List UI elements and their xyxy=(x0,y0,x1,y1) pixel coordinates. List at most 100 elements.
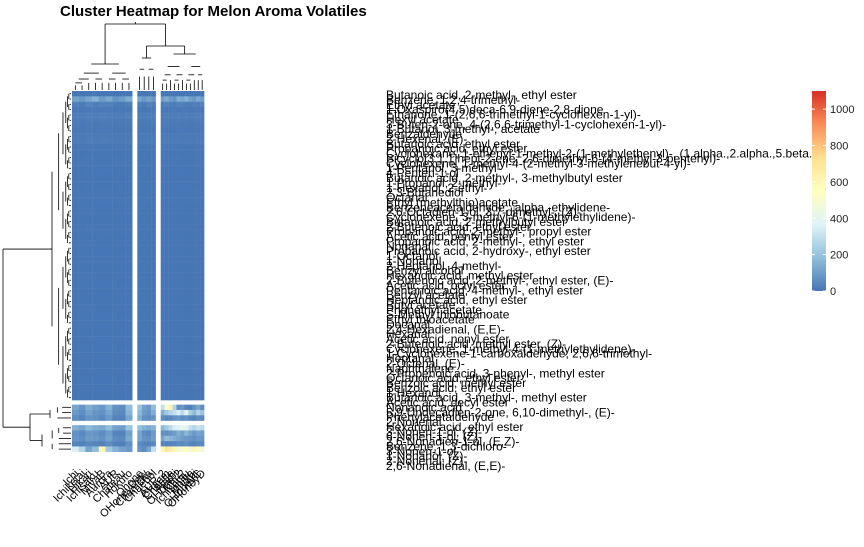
heatmap-cell xyxy=(200,341,205,348)
heatmap-cell xyxy=(196,304,201,310)
heatmap-cell xyxy=(180,250,185,257)
heatmap-cell xyxy=(105,160,113,166)
heatmap-cell xyxy=(85,320,93,326)
heatmap-cell xyxy=(112,218,120,225)
heatmap-cell xyxy=(172,250,177,257)
heatmap-cell xyxy=(168,384,173,390)
heatmap-cell xyxy=(112,197,120,204)
heatmap-cell xyxy=(125,282,133,289)
heatmap-cell xyxy=(172,138,177,145)
row-label: Propanoic acid, 2-hydroxy-, ethyl ester xyxy=(386,244,591,258)
row-dendrogram xyxy=(2,93,71,450)
heatmap-cell xyxy=(85,112,93,118)
heatmap-cell xyxy=(146,117,152,124)
heatmap-cell xyxy=(125,250,133,257)
heatmap-cell xyxy=(196,336,201,342)
heatmap-cell xyxy=(125,122,133,129)
heatmap-cell xyxy=(151,149,156,156)
heatmap-cell xyxy=(196,186,201,193)
heatmap-cell xyxy=(72,128,79,134)
heatmap-cell xyxy=(78,122,86,129)
heatmap-cell xyxy=(196,96,201,102)
heatmap-cell xyxy=(146,208,152,214)
heatmap-cell xyxy=(125,415,133,421)
heatmap-cell xyxy=(188,446,193,452)
heatmap-cell xyxy=(141,122,147,129)
heatmap-cell xyxy=(137,304,143,310)
heatmap-cell xyxy=(164,181,169,188)
heatmap-cell xyxy=(200,133,205,140)
row-label: 3-Nonen-1-ol xyxy=(386,444,456,458)
heatmap-cell xyxy=(141,266,147,273)
heatmap-cell xyxy=(192,96,197,102)
row-label: Nonanoic acid xyxy=(386,400,462,414)
heatmap-cell xyxy=(196,181,201,188)
heatmap-cell xyxy=(72,256,79,262)
heatmap-cell xyxy=(151,352,156,358)
heatmap-cell xyxy=(137,272,143,278)
heatmap-cell xyxy=(118,362,126,369)
heatmap-cells xyxy=(72,91,205,452)
heatmap-cell xyxy=(105,224,113,230)
heatmap-cell xyxy=(141,389,147,396)
heatmap-cell xyxy=(184,336,189,342)
heatmap-cell xyxy=(112,91,120,97)
heatmap-cell xyxy=(196,415,201,421)
heatmap-cell xyxy=(92,304,99,310)
heatmap-cell xyxy=(137,117,143,124)
heatmap-cell xyxy=(137,213,143,220)
heatmap-cell xyxy=(200,170,205,177)
row-label: 3-Nonen-1-ol, (Z)- xyxy=(386,425,482,439)
heatmap-cell xyxy=(151,266,156,273)
heatmap-cell xyxy=(118,213,126,220)
heatmap-cell xyxy=(151,430,156,436)
row-label: Benzoic acid, methyl ester xyxy=(386,376,526,390)
heatmap-cell xyxy=(72,197,79,204)
heatmap-cell xyxy=(196,176,201,182)
heatmap-cell xyxy=(146,224,152,230)
heatmap-cell xyxy=(176,101,181,108)
legend-tick-label: 800 xyxy=(830,141,848,153)
heatmap-cell xyxy=(192,389,197,396)
heatmap-cell xyxy=(78,352,86,358)
heatmap-cell xyxy=(112,234,120,241)
heatmap-cell xyxy=(78,250,86,257)
heatmap-cell xyxy=(200,96,205,102)
heatmap-cell xyxy=(188,346,193,353)
heatmap-cell xyxy=(112,277,120,284)
heatmap-cell xyxy=(151,341,156,348)
heatmap-cell xyxy=(192,117,197,124)
heatmap-cell xyxy=(137,336,143,342)
heatmap-cell xyxy=(125,435,133,442)
heatmap-cell xyxy=(151,330,156,337)
heatmap-cell xyxy=(168,165,173,172)
heatmap-cell xyxy=(188,441,193,447)
heatmap-cell xyxy=(192,186,197,193)
heatmap-cell xyxy=(85,101,93,108)
heatmap-cell xyxy=(141,128,147,134)
heatmap-cell xyxy=(172,425,177,431)
heatmap-cell xyxy=(168,336,173,342)
heatmap-cell xyxy=(176,91,181,97)
heatmap-cell xyxy=(151,425,156,431)
row-label: 2,6-Nonadien-1-ol, (E,Z)- xyxy=(386,435,519,449)
heatmap-cell xyxy=(151,170,156,177)
heatmap-cell xyxy=(151,218,156,225)
heatmap-cell xyxy=(85,128,93,134)
heatmap-cell xyxy=(118,91,126,97)
heatmap-cell xyxy=(192,441,197,447)
heatmap-cell xyxy=(192,314,197,321)
heatmap-cell xyxy=(92,389,99,396)
heatmap-cell xyxy=(176,234,181,241)
heatmap-cell xyxy=(196,430,201,436)
heatmap-cell xyxy=(168,277,173,284)
heatmap-cell xyxy=(176,224,181,230)
heatmap-cell xyxy=(184,309,189,316)
heatmap-cell xyxy=(118,245,126,252)
heatmap-cell xyxy=(141,133,147,140)
heatmap-cell xyxy=(141,213,147,220)
heatmap-cell xyxy=(78,346,86,353)
heatmap-cell xyxy=(180,309,185,316)
heatmap-cell xyxy=(200,176,205,182)
heatmap-cell xyxy=(188,202,193,209)
